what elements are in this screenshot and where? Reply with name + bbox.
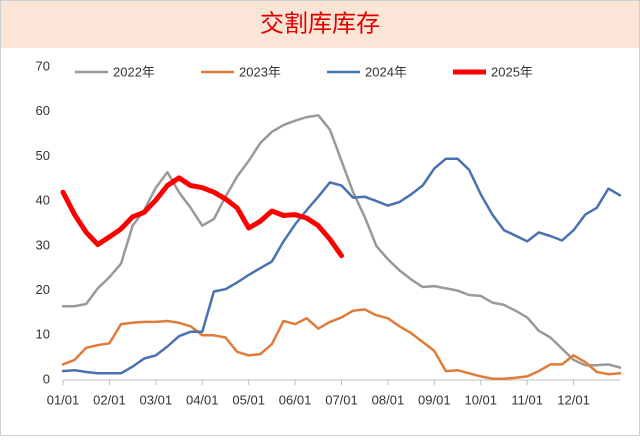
x-tick-label: 05/01 — [232, 392, 265, 407]
x-tick-label: 03/01 — [140, 392, 173, 407]
y-tick-label: 40 — [36, 193, 50, 208]
legend-label: 2023年 — [239, 64, 281, 79]
legend-label: 2025年 — [491, 64, 533, 79]
x-tick-label: 10/01 — [464, 392, 497, 407]
series-line — [60, 175, 344, 259]
x-tick-label: 06/01 — [279, 392, 312, 407]
y-tick-label: 70 — [36, 58, 50, 73]
chart-title: 交割库库存 — [260, 10, 380, 37]
x-tick-label: 12/01 — [557, 392, 590, 407]
legend-label: 2024年 — [365, 64, 407, 79]
series-line — [61, 157, 622, 375]
x-tick-label: 08/01 — [372, 392, 405, 407]
y-tick-label: 0 — [43, 371, 50, 386]
y-tick-label: 20 — [36, 282, 50, 297]
x-tick-label: 11/01 — [511, 392, 543, 407]
x-tick-label: 09/01 — [418, 392, 451, 407]
y-tick-label: 50 — [36, 148, 50, 163]
y-tick-label: 30 — [36, 237, 50, 252]
y-tick-label: 10 — [36, 327, 50, 342]
y-tick-label: 60 — [36, 103, 50, 118]
series-line — [61, 114, 622, 369]
legend-label: 2022年 — [113, 64, 155, 79]
series-line — [61, 308, 622, 380]
title-bar — [1, 1, 639, 48]
x-tick-label: 01/01 — [47, 392, 80, 407]
x-tick-label: 04/01 — [186, 392, 219, 407]
x-tick-label: 02/01 — [93, 392, 126, 407]
x-tick-label: 07/01 — [325, 392, 358, 407]
